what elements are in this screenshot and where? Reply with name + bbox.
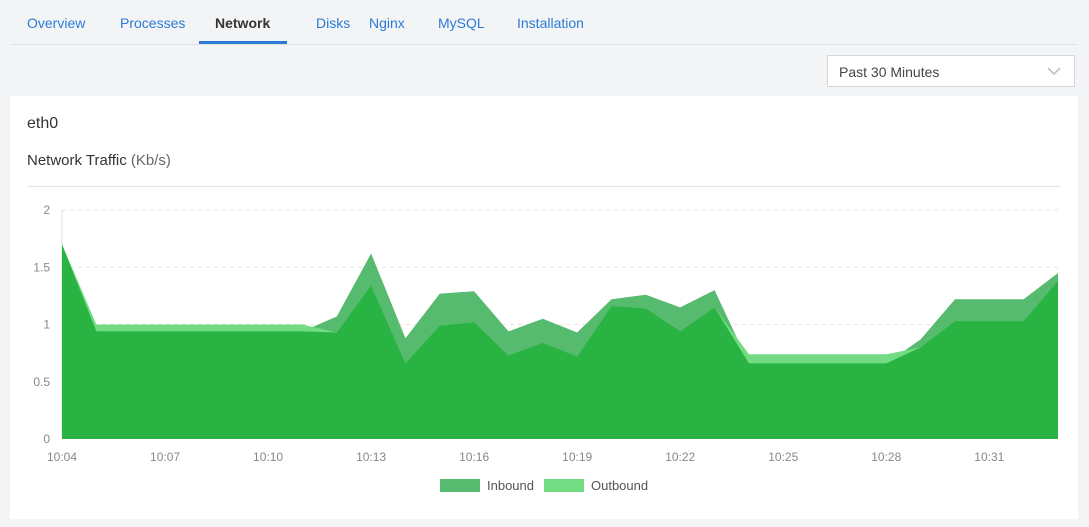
x-tick-label: 10:19 — [562, 450, 592, 464]
y-tick-label: 2 — [43, 203, 50, 217]
x-tick-label: 10:28 — [871, 450, 901, 464]
legend-swatch-inbound — [440, 479, 480, 492]
active-tab-indicator — [199, 41, 287, 44]
legend-label-inbound: Inbound — [487, 478, 534, 493]
tab-disks[interactable]: Disks — [316, 15, 351, 31]
x-tick-label: 10:16 — [459, 450, 489, 464]
chart-title: Network Traffic (Kb/s) — [27, 152, 171, 169]
legend-outbound[interactable]: Outbound — [544, 478, 648, 493]
legend-swatch-outbound — [544, 479, 584, 492]
divider — [27, 186, 1061, 187]
chart-unit: (Kb/s) — [130, 152, 171, 169]
tab-overview[interactable]: Overview — [27, 15, 86, 31]
y-tick-label: 0.5 — [33, 375, 50, 389]
x-tick-label: 10:10 — [253, 450, 283, 464]
legend-label-outbound: Outbound — [591, 478, 649, 493]
x-tick-label: 10:22 — [665, 450, 695, 464]
y-tick-label: 1 — [43, 318, 50, 332]
tab-network[interactable]: Network — [215, 15, 271, 31]
x-tick-label: 10:25 — [768, 450, 798, 464]
y-tick-label: 0 — [43, 432, 50, 446]
tab-bar: Overview Processes Network Disks Nginx M… — [10, 0, 1078, 45]
area-overlap — [62, 244, 1058, 439]
chart-title-text: Network Traffic — [27, 152, 127, 169]
tab-installation[interactable]: Installation — [517, 15, 584, 31]
chevron-down-icon — [1047, 67, 1061, 76]
network-card: eth0 Network Traffic (Kb/s) 0 0.5 1 1.5 2 10:… — [10, 96, 1078, 519]
time-range-select[interactable]: Past 30 Minutes — [827, 55, 1075, 87]
tab-mysql[interactable]: MySQL — [438, 15, 485, 31]
network-traffic-chart: 0 0.5 1 1.5 2 10:04 10:07 10:10 10:13 10:16 10:19 1… — [33, 203, 1058, 464]
tab-processes[interactable]: Processes — [120, 15, 186, 31]
tab-nginx[interactable]: Nginx — [369, 15, 405, 31]
time-range-value: Past 30 Minutes — [839, 64, 940, 80]
x-tick-label: 10:04 — [47, 450, 77, 464]
interface-name: eth0 — [27, 115, 59, 132]
y-tick-label: 1.5 — [33, 260, 50, 274]
x-tick-label: 10:07 — [150, 450, 180, 464]
x-tick-label: 10:31 — [974, 450, 1004, 464]
legend-inbound[interactable]: Inbound — [440, 478, 534, 493]
chart-legend: Inbound Outbound — [440, 478, 658, 493]
x-tick-label: 10:13 — [356, 450, 386, 464]
